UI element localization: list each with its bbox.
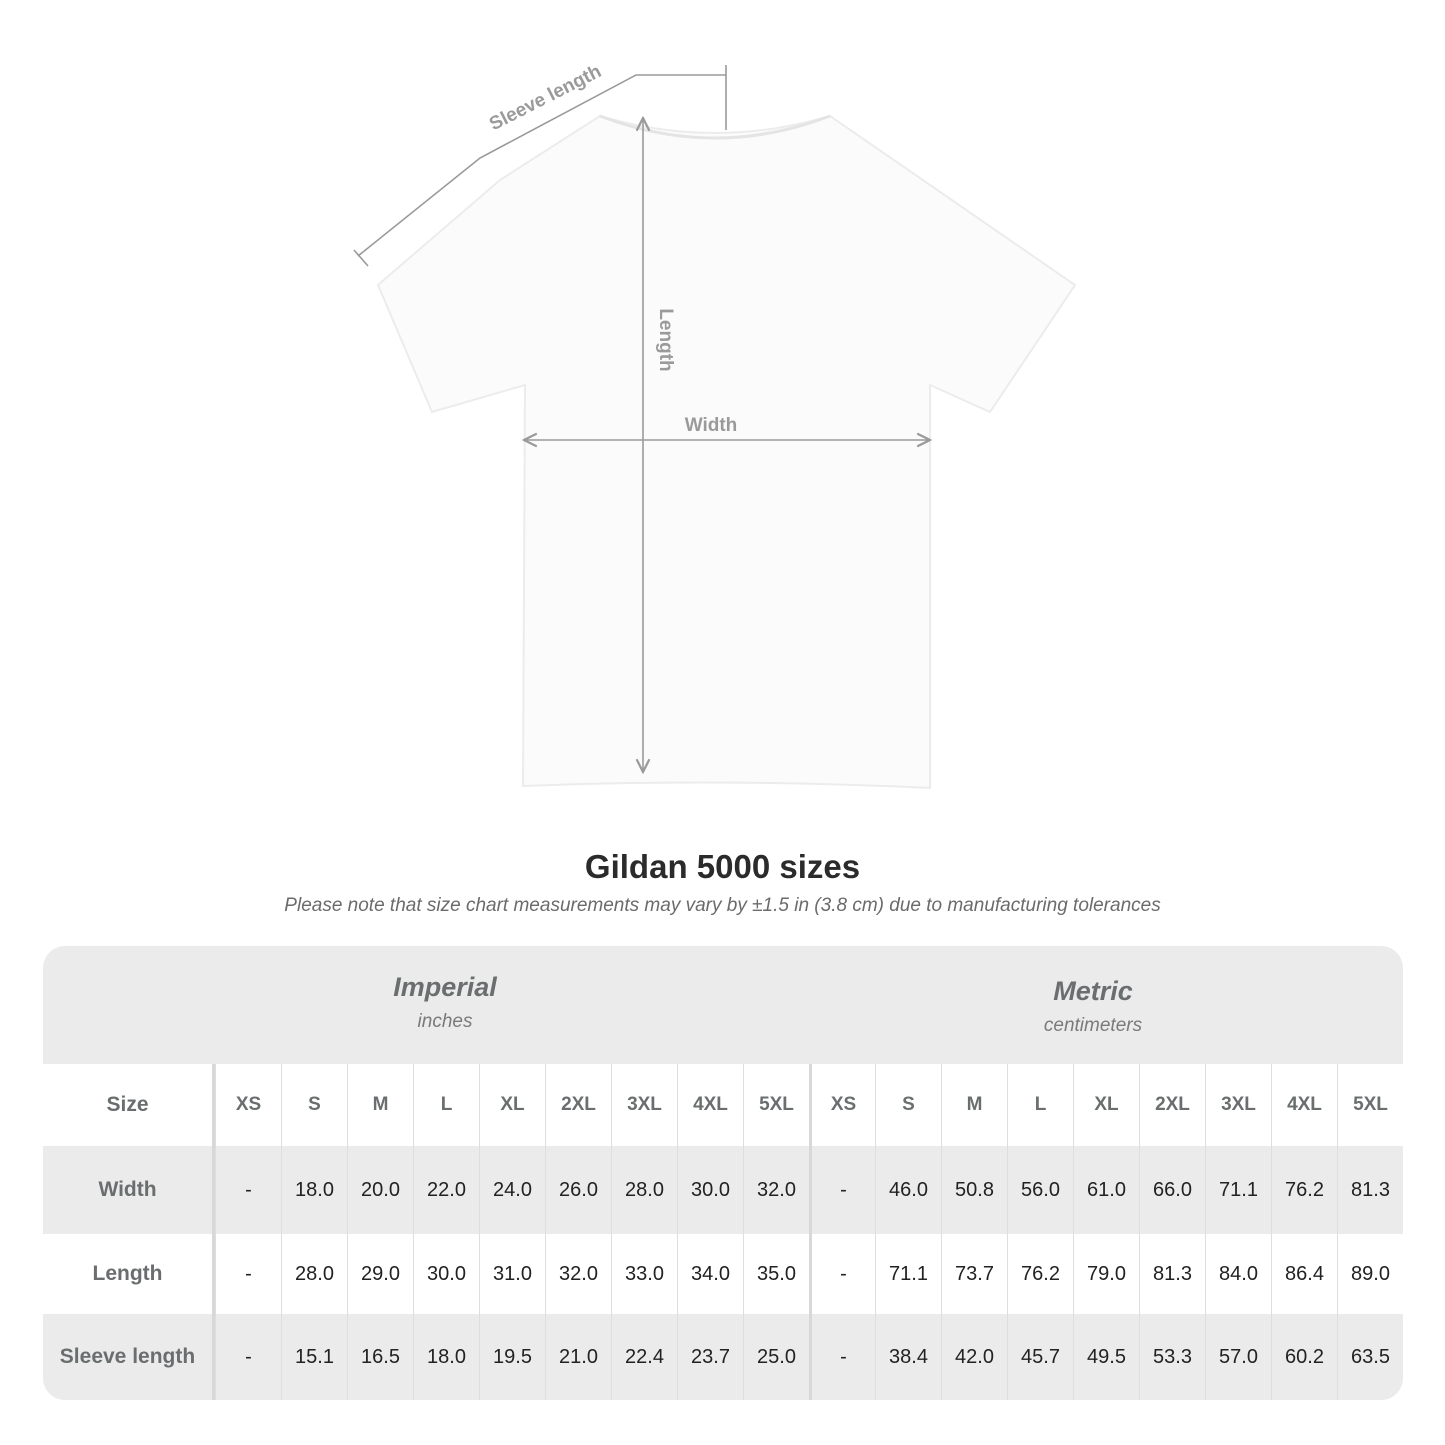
table-cell: 29.0 <box>347 1234 413 1314</box>
neckline <box>599 114 831 140</box>
table-cell: 20.0 <box>347 1146 413 1234</box>
row-label: Length <box>43 1234 215 1314</box>
tshirt-diagram: Sleeve length Length Width <box>353 61 1077 790</box>
size-header-cell: 3XL <box>1205 1064 1271 1146</box>
size-header-cell: S <box>875 1064 941 1146</box>
size-header-row: Size XS S M L XL 2XL 3XL 4XL 5XL XS S M L XL 2XL 3XL 4XL 5… <box>43 1064 1403 1146</box>
metric-title: Metric <box>1053 976 1133 1006</box>
size-header-cell: 3XL <box>611 1064 677 1146</box>
page-title: Gildan 5000 sizes <box>584 848 861 885</box>
table-cell: 34.0 <box>677 1234 743 1314</box>
table-cell: 30.0 <box>413 1234 479 1314</box>
imperial-title: Imperial <box>393 972 497 1002</box>
table-cell: 25.0 <box>743 1314 809 1400</box>
size-header-cell: 5XL <box>743 1064 809 1146</box>
table-row: Length -28.0 29.0 30.0 31.0 32.0 33.0 34.0 35.0-… <box>43 1234 1403 1314</box>
table-cell: 16.5 <box>347 1314 413 1400</box>
table-cell: 89.0 <box>1337 1234 1403 1314</box>
sleeve-length-line <box>357 74 726 257</box>
table-cell: 22.0 <box>413 1146 479 1234</box>
table-cell: 61.0 <box>1073 1146 1139 1234</box>
table-cell: 56.0 <box>1007 1146 1073 1234</box>
imperial-header: Imperial inches <box>215 946 675 1063</box>
table-cell: 28.0 <box>611 1146 677 1234</box>
table-cell: 38.4 <box>875 1314 941 1400</box>
table-cell: 15.1 <box>281 1314 347 1400</box>
row-label: Width <box>43 1146 215 1234</box>
size-header-cell: S <box>281 1064 347 1146</box>
table-cell: 32.0 <box>545 1234 611 1314</box>
table-row: Sleeve length -15.1 16.5 18.0 19.5 21.0 22.4 23… <box>43 1314 1403 1400</box>
table-cell: 45.7 <box>1007 1314 1073 1400</box>
table-cell: 73.7 <box>941 1234 1007 1314</box>
table-cell: - <box>809 1146 875 1234</box>
table-cell: 79.0 <box>1073 1234 1139 1314</box>
table-cell: 84.0 <box>1205 1234 1271 1314</box>
row-label: Sleeve length <box>43 1314 215 1400</box>
table-cell: 18.0 <box>413 1314 479 1400</box>
table-cell: 71.1 <box>1205 1146 1271 1234</box>
table-cell: 30.0 <box>677 1146 743 1234</box>
table-cell: - <box>809 1314 875 1400</box>
metric-unit: centimeters <box>1043 1015 1143 1036</box>
table-row: Width -18.0 20.0 22.0 24.0 26.0 28.0 30.0 32.0-4… <box>43 1146 1403 1234</box>
row-label: Size <box>43 1064 215 1146</box>
size-header-cell: M <box>347 1064 413 1146</box>
size-header-cell: XS <box>809 1064 875 1146</box>
table-cell: 81.3 <box>1337 1146 1403 1234</box>
table-cell: 81.3 <box>1139 1234 1205 1314</box>
table-cell: 28.0 <box>281 1234 347 1314</box>
size-header-cell: 4XL <box>1271 1064 1337 1146</box>
table-cell: 60.2 <box>1271 1314 1337 1400</box>
size-header-cell: 2XL <box>1139 1064 1205 1146</box>
size-header-cell: L <box>1007 1064 1073 1146</box>
table-cell: 22.4 <box>611 1314 677 1400</box>
table-cell: 33.0 <box>611 1234 677 1314</box>
table-cell: 24.0 <box>479 1146 545 1234</box>
table-cell: 76.2 <box>1007 1234 1073 1314</box>
width-label: Width <box>685 415 738 436</box>
table-cell: 66.0 <box>1139 1146 1205 1234</box>
table-cell: - <box>809 1234 875 1314</box>
table-cell: 57.0 <box>1205 1314 1271 1400</box>
size-header-cell: XL <box>1073 1064 1139 1146</box>
table-cell: 31.0 <box>479 1234 545 1314</box>
table-cell: 63.5 <box>1337 1314 1403 1400</box>
table-cell: - <box>215 1146 281 1234</box>
table-cell: 76.2 <box>1271 1146 1337 1234</box>
tshirt-shape <box>376 114 1077 790</box>
tolerance-note: Please note that size chart measurements… <box>284 895 1161 916</box>
table-cell: 86.4 <box>1271 1234 1337 1314</box>
size-header-cell: 5XL <box>1337 1064 1403 1146</box>
table-cell: 42.0 <box>941 1314 1007 1400</box>
metric-header: Metric centimeters <box>809 946 1377 1063</box>
size-header-cell: XL <box>479 1064 545 1146</box>
table-cell: 32.0 <box>743 1146 809 1234</box>
table-cell: 18.0 <box>281 1146 347 1234</box>
table-cell: 53.3 <box>1139 1314 1205 1400</box>
size-header-cell: L <box>413 1064 479 1146</box>
table-cell: 23.7 <box>677 1314 743 1400</box>
table-cell: 19.5 <box>479 1314 545 1400</box>
size-table: Imperial inches Metric centimeters Size X… <box>43 946 1403 1400</box>
table-cell: 35.0 <box>743 1234 809 1314</box>
size-header-cell: M <box>941 1064 1007 1146</box>
table-cell: 49.5 <box>1073 1314 1139 1400</box>
size-header-cell: 2XL <box>545 1064 611 1146</box>
table-cell: 50.8 <box>941 1146 1007 1234</box>
table-cell: 46.0 <box>875 1146 941 1234</box>
imperial-unit: inches <box>417 1011 473 1032</box>
table-cell: 26.0 <box>545 1146 611 1234</box>
table-cell: 21.0 <box>545 1314 611 1400</box>
table-cell: - <box>215 1314 281 1400</box>
length-label: Length <box>655 308 676 371</box>
table-cell: 71.1 <box>875 1234 941 1314</box>
size-header-cell: XS <box>215 1064 281 1146</box>
table-cell: - <box>215 1234 281 1314</box>
size-header-cell: 4XL <box>677 1064 743 1146</box>
